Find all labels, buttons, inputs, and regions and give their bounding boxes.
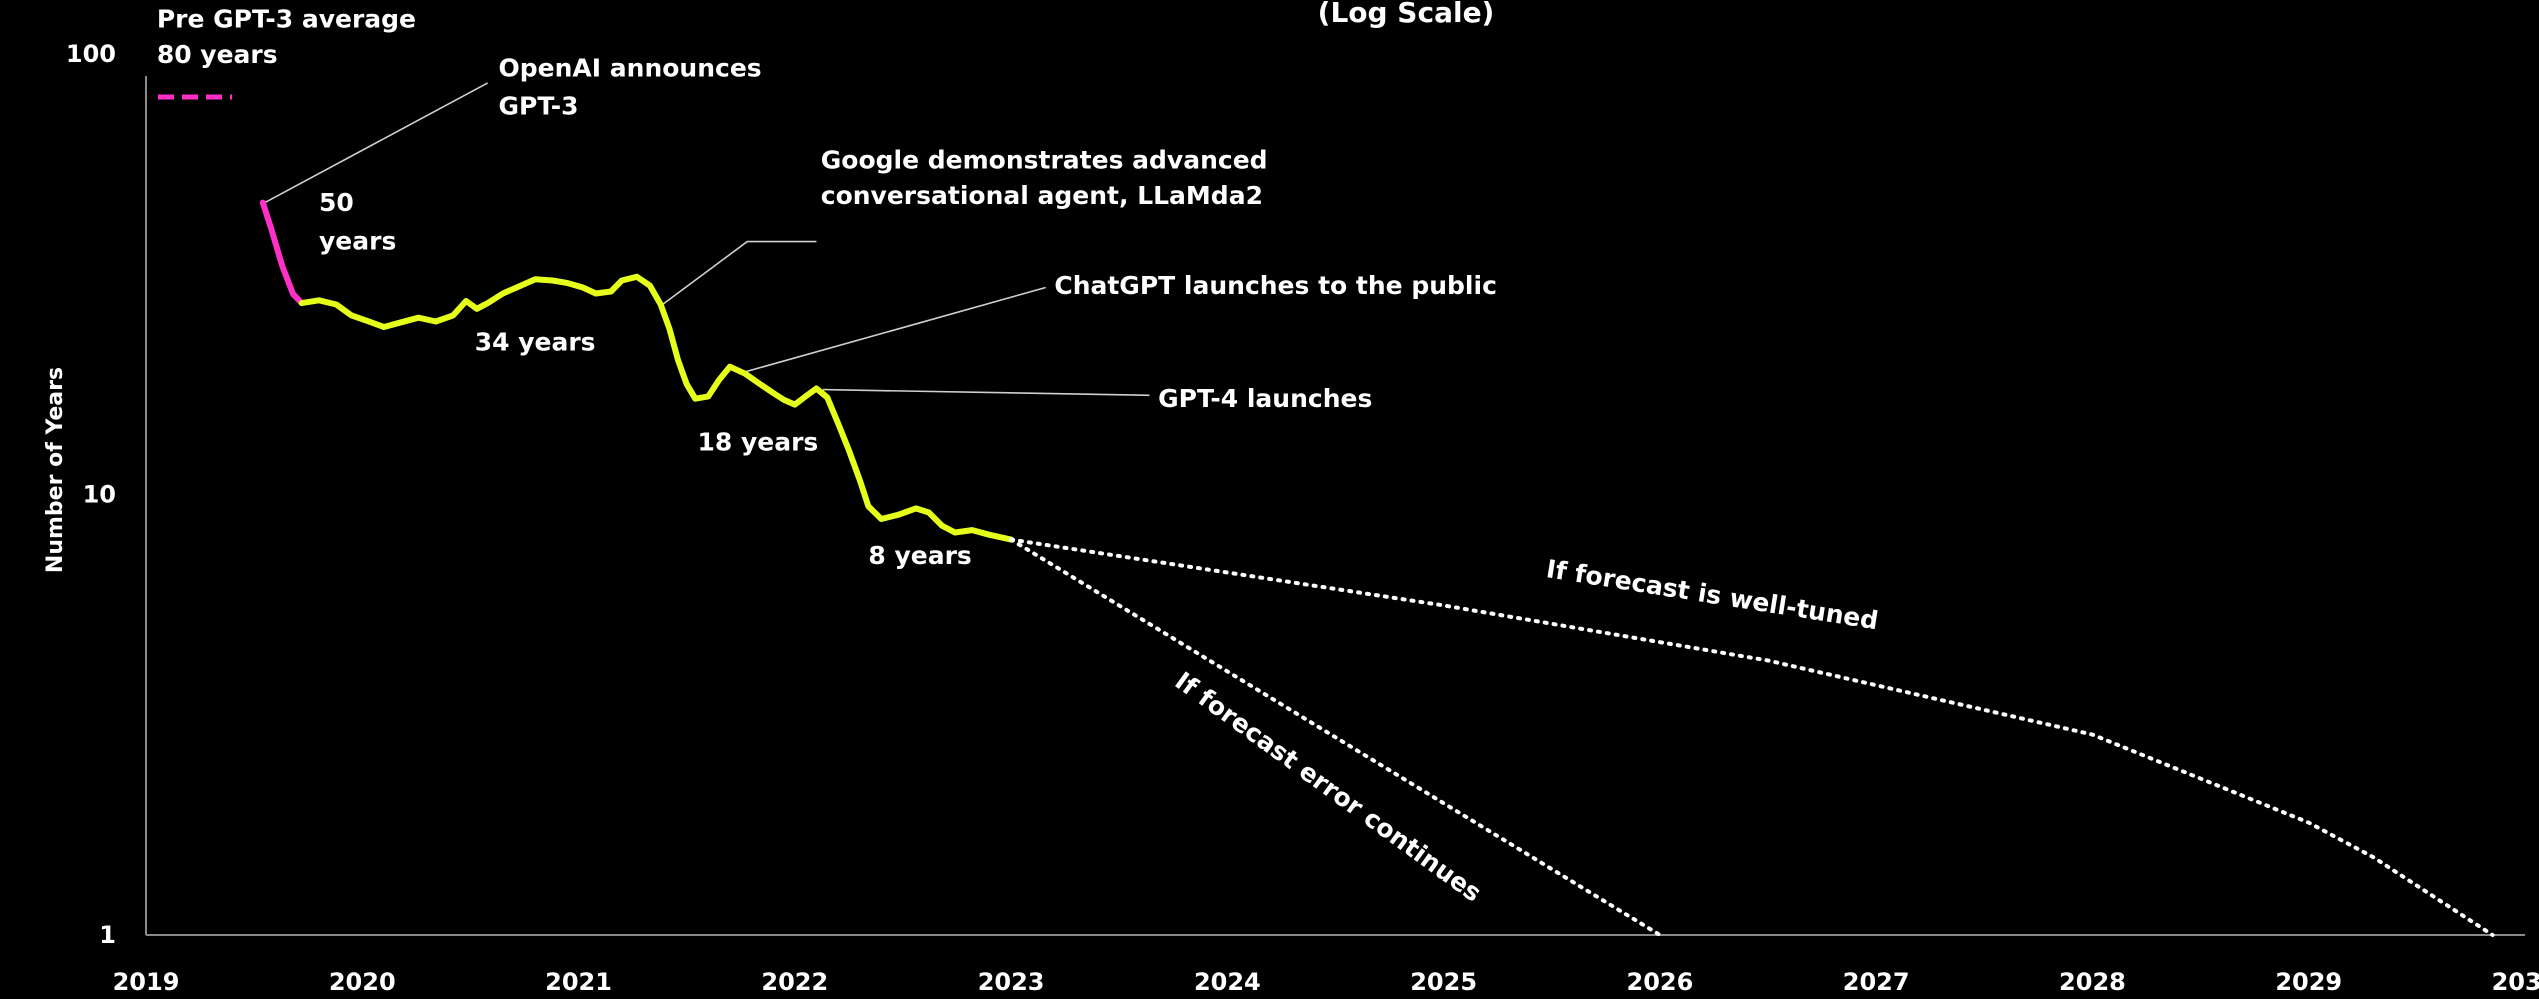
leader-line-6 bbox=[822, 388, 1150, 397]
x-tick-2020: 2020 bbox=[329, 968, 396, 996]
chart-title: (Log Scale) bbox=[1318, 0, 1495, 29]
x-tick-labels: 2019 2020 2021 2022 2023 2024 2025 2026 2027 2028… bbox=[113, 968, 2539, 996]
annotation-leader-lines bbox=[264, 82, 1150, 397]
x-tick-2024: 2024 bbox=[1194, 968, 1261, 996]
x-tick-2026: 2026 bbox=[1627, 968, 1694, 996]
leader-line-5 bbox=[738, 286, 1046, 375]
annotation-1: OpenAI announces GPT-3 bbox=[499, 53, 762, 120]
annotation-0: Pre GPT-3 average 80 years bbox=[157, 4, 416, 69]
y-tick-1: 1 bbox=[99, 921, 116, 949]
series-line-0 bbox=[259, 199, 305, 307]
series-lines bbox=[259, 199, 2495, 937]
annotation-5: ChatGPT launches to the public bbox=[1054, 271, 1497, 300]
leader-line-4 bbox=[660, 240, 817, 307]
x-tick-2022: 2022 bbox=[761, 968, 828, 996]
annotation-8: 8 years bbox=[868, 541, 971, 570]
y-axis-label: Number of Years bbox=[43, 367, 68, 573]
y-tick-100: 100 bbox=[66, 40, 116, 68]
annotation-2: 50 years bbox=[319, 188, 396, 255]
annotation-4: Google demonstrates advanced conversation… bbox=[821, 145, 1268, 210]
x-tick-2019: 2019 bbox=[113, 968, 180, 996]
x-tick-2025: 2025 bbox=[1410, 968, 1477, 996]
x-tick-2021: 2021 bbox=[545, 968, 612, 996]
x-tick-2027: 2027 bbox=[1843, 968, 1910, 996]
x-tick-2028: 2028 bbox=[2059, 968, 2126, 996]
annotation-3: 34 years bbox=[475, 328, 596, 357]
x-tick-2030: 2030 bbox=[2492, 968, 2539, 996]
series-line-1 bbox=[298, 273, 1015, 543]
series-line-2 bbox=[1009, 537, 2495, 937]
y-tick-10: 10 bbox=[83, 481, 116, 509]
x-tick-2023: 2023 bbox=[978, 968, 1045, 996]
leader-line-1 bbox=[264, 82, 489, 204]
series-line-3 bbox=[1009, 537, 1662, 937]
y-tick-labels: 100 10 1 bbox=[66, 40, 116, 949]
x-tick-2029: 2029 bbox=[2275, 968, 2342, 996]
annotation-6: GPT-4 launches bbox=[1158, 384, 1372, 413]
annotation-7: 18 years bbox=[697, 427, 818, 456]
